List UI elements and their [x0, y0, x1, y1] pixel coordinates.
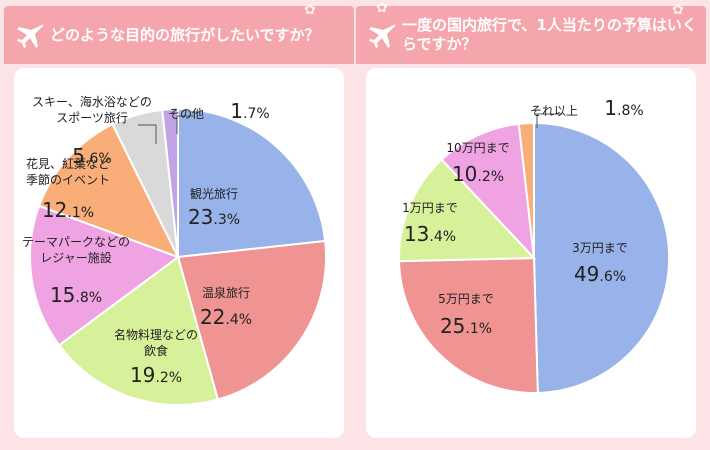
slice-label: 季節のイベント: [26, 172, 110, 187]
pie-slice: [440, 122, 536, 261]
data-label: 15.8%: [50, 283, 102, 307]
pie-chart-budget: 3万円まで 49.6% 5万円まで 25.1% 1万円まで 13.4% 10万円まで 10.2…: [398, 96, 671, 394]
airplane-icon: [369, 24, 396, 48]
slice-label: スポーツ旅行: [56, 111, 128, 125]
slice-label: 3万円まで: [572, 241, 628, 255]
slice-label: テーマパークなどの: [22, 235, 130, 249]
pie-slice: [517, 121, 535, 259]
slice-label: 花見、紅葉など: [26, 156, 110, 171]
slice-label: 温泉旅行: [202, 286, 250, 300]
slice-label: 10万円まで: [446, 141, 509, 155]
blossom-icon: ✿: [376, 0, 388, 16]
pie-slice: [37, 122, 181, 259]
chart-panel-purpose: どのような目的の旅行がしたいですか？ ✿ 観光旅行 23.3% 温泉旅行 22.4% 名…: [4, 2, 354, 444]
plot-area: 観光旅行 23.3% 温泉旅行 22.4% 名物料理などの 飲食 19.2% テーマパークなど…: [14, 68, 344, 438]
airplane-icon: [17, 24, 44, 48]
slice-label: 5万円まで: [438, 292, 494, 306]
pie-slice: [398, 256, 539, 394]
data-label: 12.1%: [42, 198, 94, 222]
pie-slice: [398, 158, 537, 263]
pie-slice: [533, 121, 671, 394]
data-label: 23.3%: [188, 205, 240, 229]
leader-line: [176, 115, 194, 134]
chart-title: どのような目的の旅行がしたいですか？: [50, 25, 320, 44]
data-label: 25.1%: [440, 314, 492, 338]
data-label: 19.2%: [130, 363, 182, 387]
data-label: 13.4%: [404, 222, 456, 246]
slice-label: 1万円まで: [402, 201, 458, 215]
plot-area: 3万円まで 49.6% 5万円まで 25.1% 1万円まで 13.4% 10万円まで 10.2…: [366, 68, 696, 438]
data-label: 49.6%: [574, 262, 626, 286]
slice-label: レジャー施設: [40, 250, 111, 265]
data-label: 22.4%: [200, 305, 252, 329]
chart-header: どのような目的の旅行がしたいですか？ ✿: [4, 2, 354, 64]
pie-slice: [57, 255, 220, 407]
blossom-icon: ✿: [304, 2, 316, 18]
data-label: 10.2%: [452, 162, 504, 186]
leader-line: [536, 113, 562, 128]
slice-label: 観光旅行: [190, 187, 238, 201]
leader-line: [138, 124, 157, 144]
pie-slice: [161, 107, 179, 258]
pie-slice: [177, 107, 327, 259]
slice-label: 名物料理などの: [114, 327, 198, 342]
slice-label: それ以上: [530, 104, 578, 118]
chart-header: 一度の国内旅行で、1人当たりの予算はいくらですか？ ✿ ✿: [356, 0, 706, 64]
chart-panel-budget: 一度の国内旅行で、1人当たりの予算はいくらですか？ ✿ ✿ 3万円まで 49.6%…: [356, 0, 706, 444]
blossom-icon: ✿: [672, 2, 684, 18]
slice-labels: 3万円まで 49.6% 5万円まで 25.1% 1万円まで 13.4% 10万円まで 10.2…: [402, 96, 644, 338]
slice-label: 飲食: [144, 343, 168, 358]
slice-label: その他: [168, 107, 204, 121]
data-label: 1.8%: [604, 96, 643, 120]
data-label: 5.6%: [72, 144, 111, 168]
pie-slices: [398, 121, 671, 394]
data-label: 1.7%: [230, 99, 269, 123]
pie-slice: [176, 239, 327, 401]
pie-slice: [29, 204, 181, 347]
chart-title: 一度の国内旅行で、1人当たりの予算はいくらですか？: [402, 16, 697, 53]
pie-slices: [29, 107, 327, 407]
slice-label: スキー、海水浴などの: [32, 94, 152, 109]
